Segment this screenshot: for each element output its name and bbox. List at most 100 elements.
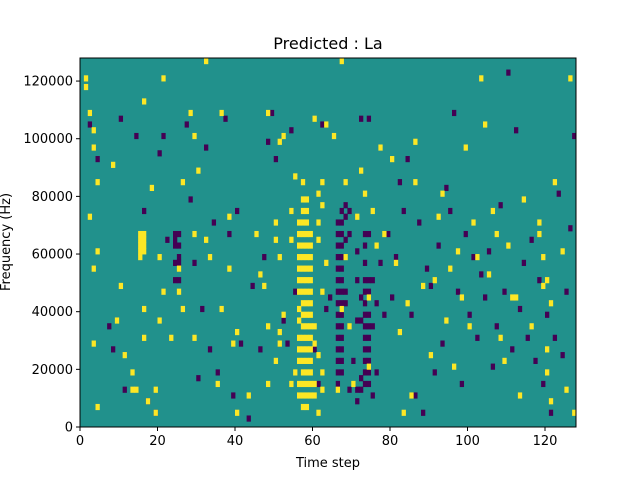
y-tick-label: 0 [65, 421, 73, 436]
heatmap-cell-low [107, 323, 112, 330]
y-axis-ticks: 0 20000 40000 60000 80000 100000 120000 [23, 75, 80, 436]
x-tick-label: 80 [382, 434, 399, 449]
heatmap-cell-low [258, 346, 263, 353]
heatmap-cell-high [138, 254, 143, 261]
heatmap-cell-high [308, 254, 313, 261]
x-tick-label: 40 [227, 434, 244, 449]
heatmap-cell-high [308, 265, 313, 272]
heatmap-cell-low [335, 346, 341, 353]
heatmap-cell-high [339, 305, 344, 313]
heatmap-cell-high [471, 219, 476, 226]
heatmap-cell-low [339, 357, 344, 364]
heatmap-cell-high [316, 190, 321, 197]
heatmap-cell-high [308, 323, 313, 330]
heatmap-cell-high [273, 357, 279, 364]
heatmap-cell-high [366, 294, 372, 301]
heatmap-cell-high [304, 323, 310, 330]
heatmap-cell-low [359, 317, 364, 324]
heatmap-cell-high [293, 173, 298, 180]
heatmap-cell-high [297, 305, 302, 313]
heatmap-cell-high [91, 144, 96, 151]
y-tick-label: 80000 [32, 190, 73, 205]
heatmap-cell-high [308, 334, 313, 341]
heatmap-cell-high [138, 242, 143, 249]
heatmap-cell-high [308, 346, 313, 353]
heatmap-cell-high [304, 230, 310, 238]
heatmap-cell-low [533, 357, 538, 364]
heatmap-cell-high [304, 265, 310, 272]
heatmap-cell-low [444, 184, 449, 192]
heatmap-cell-low [428, 282, 434, 290]
heatmap-cell-high [91, 340, 96, 347]
heatmap-cell-high [231, 340, 236, 347]
heatmap-cell-high [207, 254, 213, 261]
heatmap-cell-high [266, 323, 271, 330]
heatmap-cell-low [362, 277, 368, 284]
heatmap-cell-high [300, 300, 306, 307]
heatmap-cell-high [366, 363, 372, 370]
heatmap-cell-high [130, 386, 135, 393]
heatmap-cell-low [436, 242, 441, 249]
heatmap-cell-high [196, 167, 201, 174]
heatmap-cell-high [320, 386, 325, 393]
heatmap-cell-low [382, 311, 387, 318]
heatmap-cell-high [405, 300, 410, 307]
heatmap-cell-high [514, 294, 519, 301]
heatmap-cell-high [308, 380, 313, 388]
heatmap-cell-high [277, 254, 282, 261]
heatmap-cell-high [432, 277, 437, 284]
heatmap-cell-high [300, 346, 306, 353]
heatmap-cell-high [304, 334, 310, 341]
heatmap-cell-high [316, 236, 321, 243]
heatmap-cell-low [335, 380, 341, 388]
heatmap-cell-low [339, 207, 344, 215]
heatmap-cell-high [258, 271, 263, 278]
heatmap-cell-high [316, 219, 321, 226]
heatmap-cell-high [215, 380, 220, 388]
heatmap-cell-high [529, 323, 534, 330]
heatmap-cell-high [138, 236, 143, 243]
heatmap-cell-high [95, 179, 100, 186]
heatmap-cell-low [510, 346, 515, 353]
heatmap-cell-high [304, 403, 310, 411]
heatmap-cell-high [277, 340, 282, 347]
heatmap-cell-high [273, 219, 279, 226]
heatmap-cell-high [564, 386, 569, 393]
heatmap-cell-low [134, 132, 139, 140]
heatmap-cell-high [297, 254, 302, 261]
heatmap-cell-low [362, 334, 368, 341]
heatmap-cell-high [463, 144, 468, 151]
heatmap-cell-low [281, 317, 286, 324]
heatmap-cell-high [138, 248, 143, 255]
x-tick-label: 60 [304, 434, 321, 449]
heatmap-cell-low [343, 202, 348, 209]
heatmap-cell-high [300, 207, 306, 215]
heatmap-cell-high [281, 132, 286, 140]
heatmap-cell-high [304, 196, 310, 203]
heatmap-cell-high [308, 288, 313, 295]
y-axis-label: Frequency (Hz) [0, 193, 14, 291]
heatmap-cell-high [304, 357, 310, 364]
heatmap-cell-low [111, 346, 116, 353]
heatmap-cell-low [490, 363, 496, 370]
heatmap-cell-low [285, 340, 290, 347]
heatmap-cell-high [548, 300, 554, 307]
heatmap-cell-low [339, 277, 344, 284]
heatmap-cell-low [142, 207, 147, 215]
heatmap-cell-high [83, 75, 89, 82]
heatmap-cell-low [541, 380, 546, 388]
x-tick-label: 20 [149, 434, 166, 449]
y-tick-label: 120000 [23, 75, 73, 90]
heatmap-cell-high [304, 311, 310, 318]
heatmap-cell-low [173, 230, 178, 238]
heatmap-cell-low [293, 288, 298, 295]
plot-area [79, 57, 577, 428]
heatmap-cell-high [142, 242, 147, 249]
heatmap-cell-low [362, 380, 368, 388]
heatmap-cell-low [370, 323, 375, 330]
heatmap-cell-low [355, 277, 360, 284]
heatmap-cell-low [343, 300, 348, 307]
heatmap-cells [83, 58, 577, 422]
heatmap-cell-low [362, 230, 368, 238]
